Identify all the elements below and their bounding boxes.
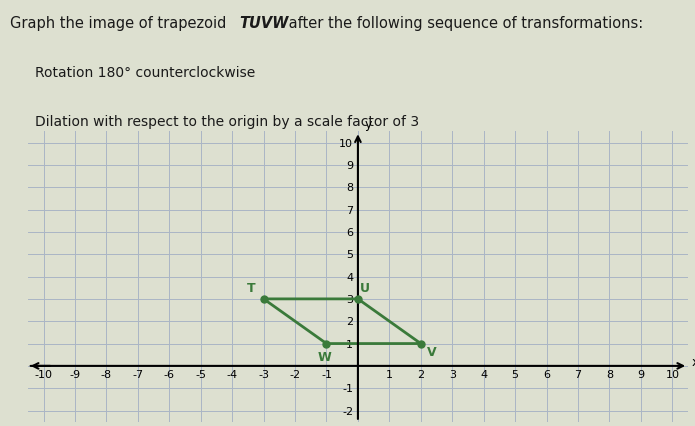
Text: 2: 2: [417, 369, 425, 379]
Text: -2: -2: [342, 406, 353, 416]
Text: 9: 9: [637, 369, 644, 379]
Text: -9: -9: [70, 369, 81, 379]
Text: U: U: [359, 282, 370, 295]
Text: 7: 7: [346, 205, 353, 215]
Text: 10: 10: [339, 138, 353, 148]
Text: -10: -10: [35, 369, 53, 379]
Text: 6: 6: [543, 369, 550, 379]
Text: Dilation with respect to the origin by a scale factor of 3: Dilation with respect to the origin by a…: [35, 115, 419, 129]
Text: after the following sequence of transformations:: after the following sequence of transfor…: [284, 16, 643, 32]
Text: 4: 4: [480, 369, 487, 379]
Text: -7: -7: [132, 369, 143, 379]
Text: -2: -2: [290, 369, 301, 379]
Text: 7: 7: [575, 369, 582, 379]
Text: 10: 10: [665, 369, 679, 379]
Text: 1: 1: [346, 339, 353, 349]
Text: -8: -8: [101, 369, 112, 379]
Text: 4: 4: [346, 272, 353, 282]
Text: 6: 6: [346, 227, 353, 237]
Text: -1: -1: [342, 383, 353, 393]
Text: 9: 9: [346, 161, 353, 170]
Text: -6: -6: [164, 369, 174, 379]
Text: W: W: [318, 351, 332, 363]
Text: x: x: [692, 355, 695, 368]
Text: 5: 5: [512, 369, 518, 379]
Text: T: T: [247, 282, 256, 295]
Text: -3: -3: [258, 369, 269, 379]
Text: -1: -1: [321, 369, 332, 379]
Text: 8: 8: [606, 369, 613, 379]
Text: 5: 5: [346, 250, 353, 259]
Text: 3: 3: [346, 294, 353, 304]
Text: V: V: [427, 345, 436, 358]
Text: -4: -4: [227, 369, 238, 379]
Text: 1: 1: [386, 369, 393, 379]
Text: 8: 8: [346, 183, 353, 193]
Text: Graph the image of trapezoid: Graph the image of trapezoid: [10, 16, 231, 32]
Text: 2: 2: [346, 317, 353, 326]
Text: 3: 3: [449, 369, 456, 379]
Text: TUVW: TUVW: [239, 16, 288, 32]
Text: Rotation 180° counterclockwise: Rotation 180° counterclockwise: [35, 66, 255, 79]
Text: y: y: [364, 118, 372, 131]
Text: -5: -5: [195, 369, 206, 379]
